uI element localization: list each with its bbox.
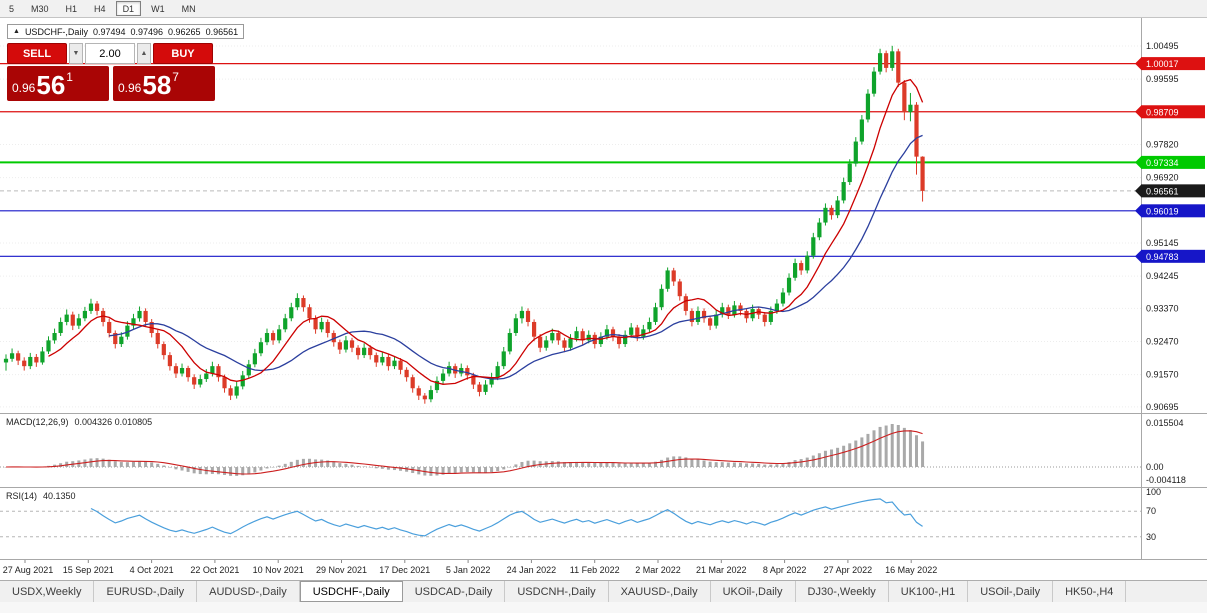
rsi-value: 40.1350: [43, 491, 76, 501]
svg-text:0.96920: 0.96920: [1146, 173, 1179, 183]
sell-button[interactable]: SELL: [7, 43, 67, 64]
svg-text:10 Nov 2021: 10 Nov 2021: [253, 565, 304, 575]
svg-text:16 May 2022: 16 May 2022: [885, 565, 937, 575]
macd-label: MACD(12,26,9): [6, 417, 69, 427]
svg-text:27 Apr 2022: 27 Apr 2022: [824, 565, 873, 575]
volume-input[interactable]: [85, 43, 135, 64]
svg-text:11 Feb 2022: 11 Feb 2022: [570, 565, 620, 575]
time-axis[interactable]: 27 Aug 2021 15 Sep 2021 4 Oct 2021 22 Oct 2…: [0, 560, 1207, 580]
svg-text:21 Mar 2022: 21 Mar 2022: [696, 565, 747, 575]
bid-price-display[interactable]: 0.96 56 1: [7, 66, 109, 101]
svg-text:100: 100: [1146, 488, 1161, 497]
caret-up-icon: ▲: [140, 50, 148, 57]
tab-usdchf-daily[interactable]: USDCHF-,Daily: [299, 581, 403, 602]
svg-text:24 Jan 2022: 24 Jan 2022: [507, 565, 557, 575]
chart-tabs-bar: USDX,Weekly EURUSD-,Daily AUDUSD-,Daily USD…: [0, 580, 1207, 602]
svg-text:0.98709: 0.98709: [1146, 107, 1179, 117]
timeframe-h4[interactable]: H4: [94, 3, 106, 14]
svg-text:70: 70: [1146, 506, 1156, 516]
svg-text:0.94245: 0.94245: [1146, 271, 1179, 281]
one-click-trading-panel: SELL ▼ ▲ BUY 0.96 56 1 0.96 58 7: [7, 43, 215, 101]
tab-dj30-weekly[interactable]: DJ30-,Weekly: [796, 581, 889, 602]
rsi-indicator-header: RSI(14) 40.1350: [6, 491, 76, 501]
timeframe-m30[interactable]: M30: [31, 3, 49, 14]
chart-symbol-period: USDCHF-,Daily: [24, 26, 88, 37]
ask-price-prefix: 0.96: [118, 81, 142, 95]
ask-price-big: 58: [142, 70, 172, 100]
buy-button[interactable]: BUY: [153, 43, 213, 64]
svg-text:0.92470: 0.92470: [1146, 336, 1179, 346]
svg-text:30: 30: [1146, 532, 1156, 542]
ask-price-display[interactable]: 0.96 58 7: [113, 66, 215, 101]
svg-text:22 Oct 2021: 22 Oct 2021: [190, 565, 239, 575]
bid-price-prefix: 0.96: [12, 81, 36, 95]
svg-text:-0.004118: -0.004118: [1146, 475, 1186, 485]
svg-text:0.94783: 0.94783: [1146, 252, 1179, 262]
svg-text:1.00495: 1.00495: [1146, 41, 1179, 51]
price-chart-canvas[interactable]: 1.00495 0.99595 0.97820 0.96920 0.95145 0.942…: [0, 18, 1207, 414]
ohlc-low: 0.96265: [168, 26, 201, 37]
macd-indicator-header: MACD(12,26,9) 0.004326 0.010805: [6, 417, 152, 427]
timeframe-d1[interactable]: D1: [115, 1, 142, 16]
tab-hk50-h4[interactable]: HK50-,H4: [1053, 581, 1127, 602]
timeframe-5[interactable]: 5: [9, 3, 15, 14]
ohlc-open: 0.97494: [92, 26, 126, 37]
bid-price-big: 56: [36, 70, 66, 100]
tab-eurusd-daily[interactable]: EURUSD-,Daily: [94, 581, 198, 602]
tab-audusd-daily[interactable]: AUDUSD-,Daily: [197, 581, 300, 602]
svg-text:2 Mar 2022: 2 Mar 2022: [635, 565, 681, 575]
tab-uk100-h1[interactable]: UK100-,H1: [889, 581, 969, 602]
caret-down-icon: ▼: [72, 50, 80, 57]
ohlc-high: 0.97496: [130, 26, 164, 37]
bid-price-pip: 1: [66, 70, 73, 84]
macd-values: 0.004326 0.010805: [74, 417, 153, 427]
timeframe-w1[interactable]: W1: [151, 3, 165, 14]
svg-text:1.00017: 1.00017: [1146, 59, 1179, 69]
tab-ukoil-daily[interactable]: UKOil-,Daily: [711, 581, 796, 602]
svg-text:0.015504: 0.015504: [1146, 418, 1184, 428]
volume-decrease-button[interactable]: ▼: [69, 43, 83, 64]
ask-price-pip: 7: [172, 70, 179, 84]
tab-usdcad-daily[interactable]: USDCAD-,Daily: [403, 581, 506, 602]
timeframe-toolbar: 5 M30 H1 H4 D1 W1 MN: [0, 0, 1207, 18]
svg-text:0.96561: 0.96561: [1146, 186, 1179, 196]
volume-increase-button[interactable]: ▲: [137, 43, 151, 64]
svg-text:17 Dec 2021: 17 Dec 2021: [379, 565, 430, 575]
tab-usdcnh-daily[interactable]: USDCNH-,Daily: [505, 581, 609, 602]
svg-text:4 Oct 2021: 4 Oct 2021: [130, 565, 174, 575]
svg-text:0.99595: 0.99595: [1146, 74, 1179, 84]
window-bottom-strip: [0, 602, 1207, 613]
svg-text:0.90695: 0.90695: [1146, 402, 1179, 412]
rsi-panel-canvas[interactable]: 100 70 30: [0, 488, 1207, 560]
rsi-label: RSI(14): [6, 491, 38, 501]
tab-xauusd-daily[interactable]: XAUUSD-,Daily: [609, 581, 711, 602]
svg-text:5 Jan 2022: 5 Jan 2022: [446, 565, 491, 575]
svg-text:0.93370: 0.93370: [1146, 303, 1179, 313]
svg-text:15 Sep 2021: 15 Sep 2021: [63, 565, 114, 575]
svg-text:27 Aug 2021: 27 Aug 2021: [3, 565, 54, 575]
svg-text:0.00: 0.00: [1146, 462, 1164, 472]
tab-usoil-daily[interactable]: USOil-,Daily: [968, 581, 1054, 602]
svg-text:0.97820: 0.97820: [1146, 139, 1179, 149]
tab-usdx-weekly[interactable]: USDX,Weekly: [0, 581, 95, 602]
svg-text:8 Apr 2022: 8 Apr 2022: [763, 565, 807, 575]
timeframe-h1[interactable]: H1: [65, 3, 78, 14]
collapse-arrow-icon[interactable]: ▲: [13, 28, 20, 35]
svg-text:0.97334: 0.97334: [1146, 158, 1179, 168]
ohlc-close: 0.96561: [205, 26, 239, 37]
chart-info-bar: ▲ USDCHF-,Daily 0.97494 0.97496 0.96265 …: [7, 24, 245, 39]
svg-text:0.95145: 0.95145: [1146, 238, 1179, 248]
svg-text:29 Nov 2021: 29 Nov 2021: [316, 565, 367, 575]
svg-text:0.91570: 0.91570: [1146, 370, 1179, 380]
svg-text:0.96019: 0.96019: [1146, 206, 1179, 216]
macd-panel-canvas[interactable]: 0.015504 0.00 -0.004118: [0, 414, 1207, 488]
timeframe-mn[interactable]: MN: [181, 3, 196, 14]
